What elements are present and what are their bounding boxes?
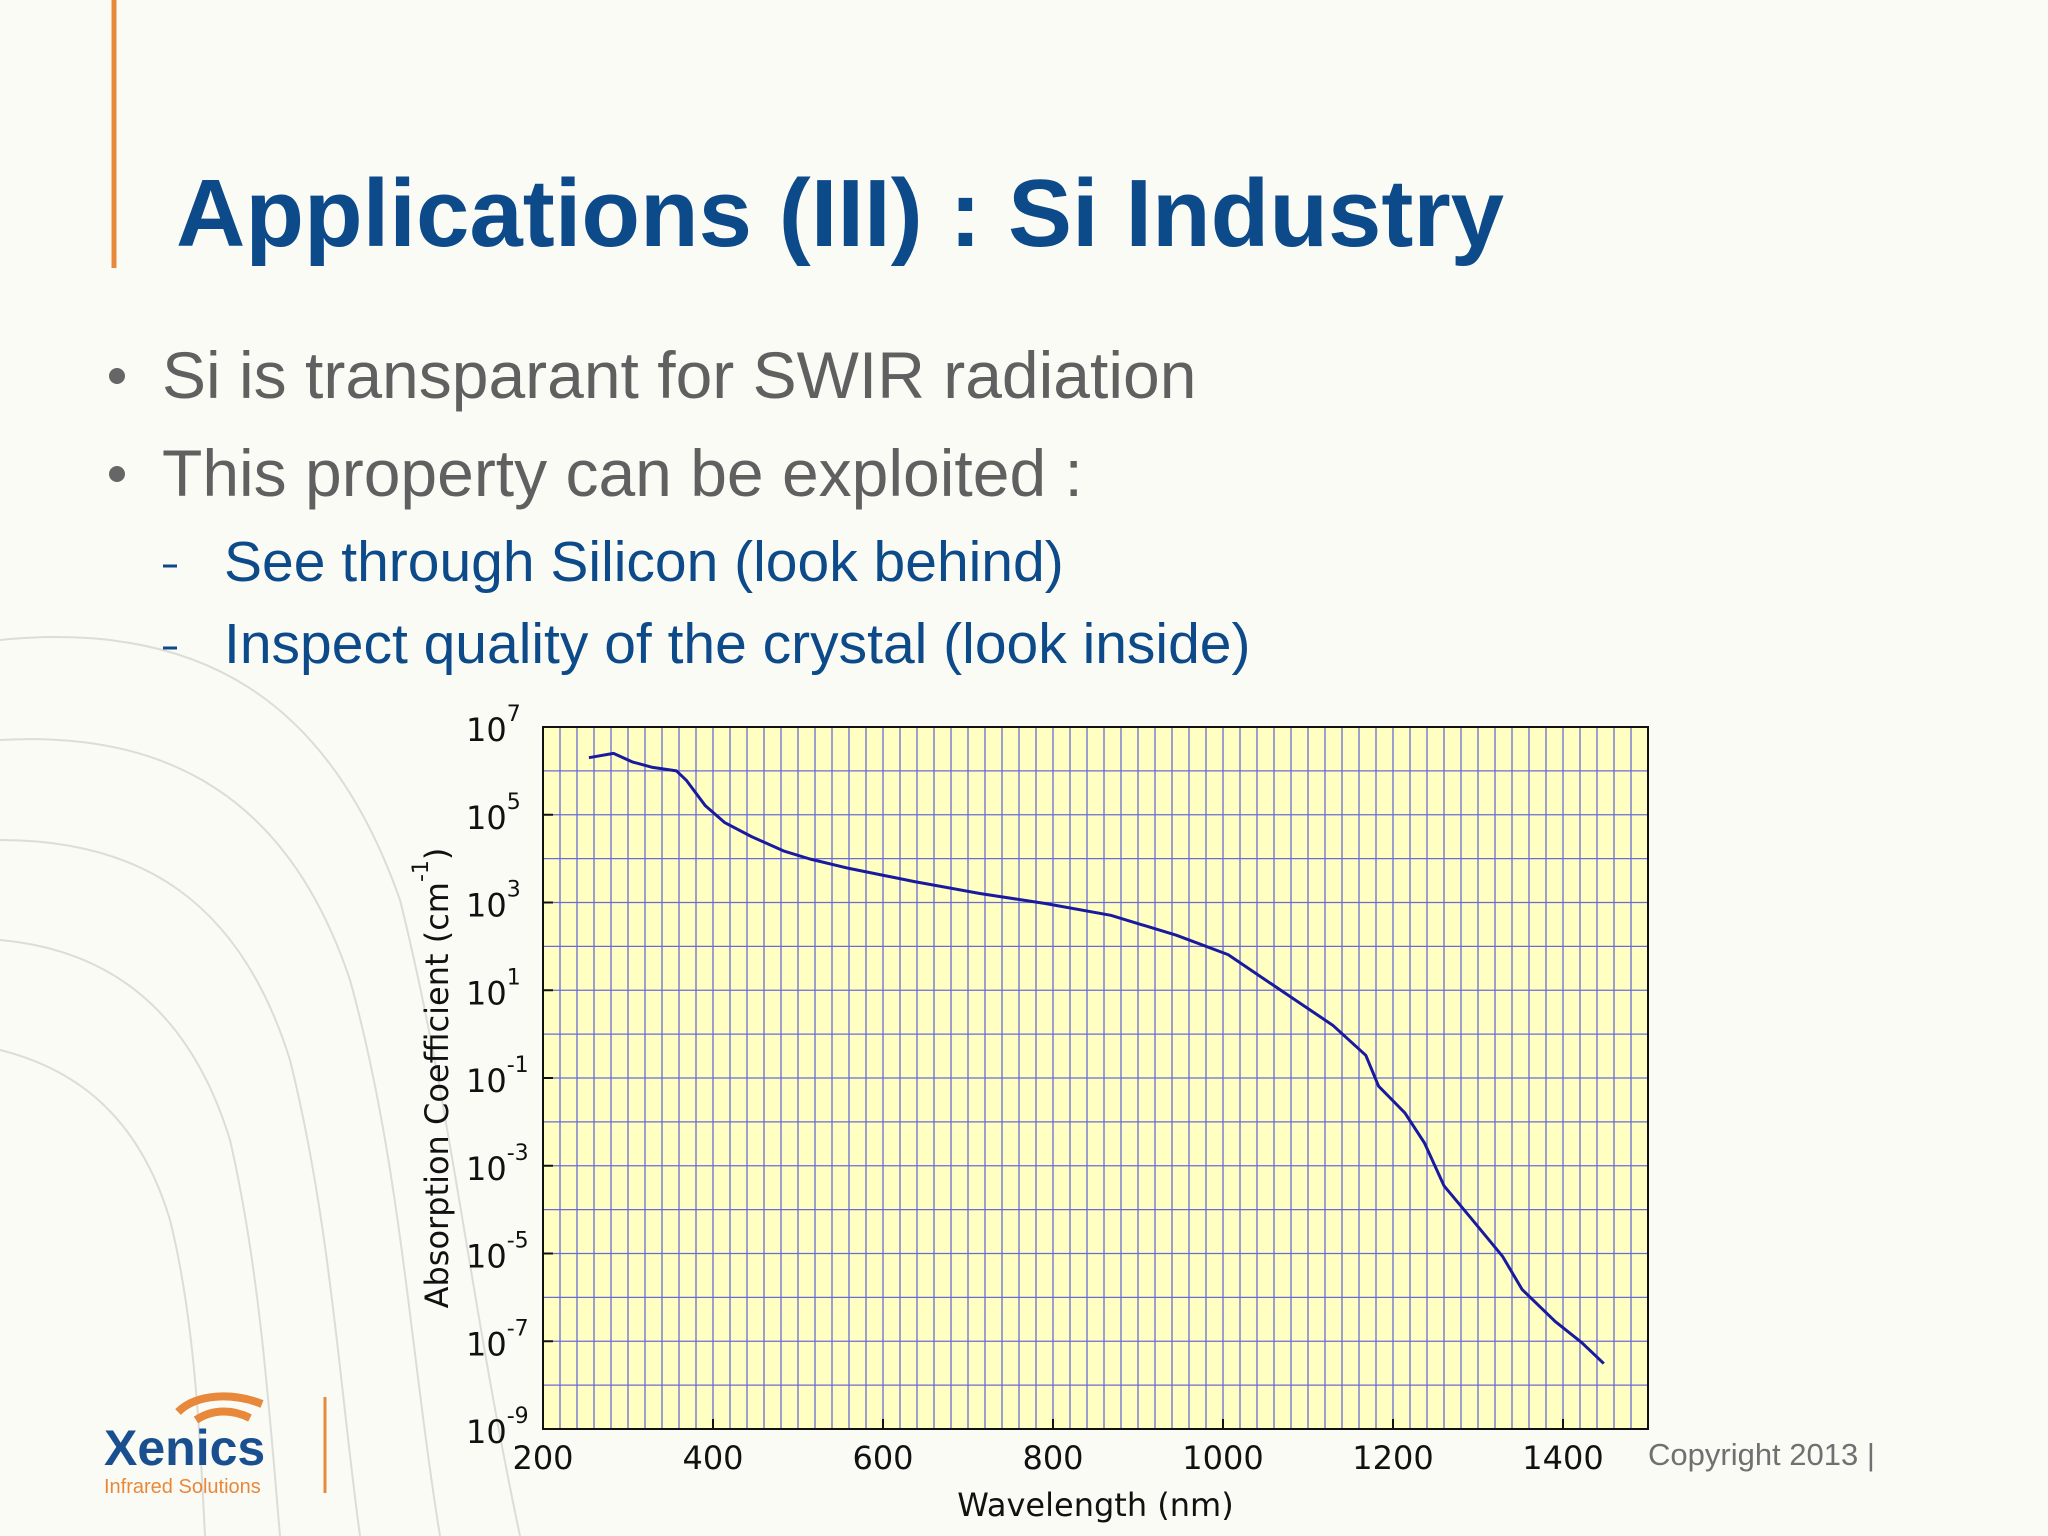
y-tick-base: 10 <box>466 799 507 837</box>
bullet-dot <box>109 368 125 384</box>
background-contours <box>0 636 521 1536</box>
chart: 200 400 600 800 1000 1200 140010-910-710-510-3… <box>409 702 1649 1524</box>
copyright: Copyright 2013 | <box>1648 1437 1875 1472</box>
y-tick-label: 103 <box>466 878 521 925</box>
y-tick-exponent: 1 <box>507 965 521 990</box>
slide-title: Applications (III) : Si Industry <box>176 160 1504 267</box>
y-tick-base: 10 <box>466 1413 507 1451</box>
y-tick-base: 10 <box>466 1325 507 1363</box>
y-tick-exponent: -5 <box>507 1229 529 1254</box>
logo-tagline: Infrared Solutions <box>104 1476 261 1498</box>
logo-name: Xenics <box>104 1420 265 1476</box>
y-tick-label: 10-1 <box>466 1053 529 1100</box>
y-axis-label-end: ) <box>418 848 456 860</box>
bullet-text: Si is transparant for SWIR radiation <box>162 338 1196 412</box>
y-tick-label: 10-5 <box>466 1229 529 1276</box>
x-tick-label: 1200 <box>1352 1439 1433 1477</box>
y-tick-base: 10 <box>466 711 507 749</box>
y-tick-label: 101 <box>466 965 521 1012</box>
x-tick-label: 200 <box>512 1439 573 1477</box>
logo-swoosh <box>175 1392 264 1424</box>
y-tick-exponent: 5 <box>507 790 521 815</box>
y-tick-base: 10 <box>466 1062 507 1100</box>
y-tick-exponent: -3 <box>507 1141 529 1166</box>
y-tick-exponent: -9 <box>507 1404 529 1429</box>
x-tick-label: 400 <box>682 1439 743 1477</box>
x-tick-label: 1000 <box>1182 1439 1263 1477</box>
y-tick-label: 107 <box>466 702 521 749</box>
y-tick-base: 10 <box>466 887 507 925</box>
data-line <box>588 751 1605 1365</box>
y-tick-exponent: -1 <box>507 1053 529 1078</box>
y-tick-label: 10-7 <box>466 1316 529 1363</box>
y-tick-exponent: -7 <box>507 1316 529 1341</box>
y-axis-label-sup: -1 <box>409 860 434 882</box>
y-axis-label: Absorption Coefficient (cm-1) <box>409 848 456 1309</box>
y-tick-base: 10 <box>466 1150 507 1188</box>
y-tick-label: 10-9 <box>466 1404 529 1451</box>
y-tick-label: 105 <box>466 790 521 837</box>
bullet-text: This property can be exploited : <box>162 436 1083 510</box>
x-tick-label: 1400 <box>1522 1439 1603 1477</box>
sub-bullet-text: Inspect quality of the crystal (look ins… <box>224 612 1250 676</box>
y-tick-base: 10 <box>466 1238 507 1276</box>
y-tick-exponent: 7 <box>507 702 521 727</box>
x-tick-label: 800 <box>1022 1439 1083 1477</box>
y-axis-label-text: Absorption Coefficient (cm <box>418 882 456 1308</box>
y-tick-label: 10-3 <box>466 1141 529 1188</box>
x-tick-label: 600 <box>852 1439 913 1477</box>
y-tick-base: 10 <box>466 974 507 1012</box>
x-axis-label: Wavelength (nm) <box>957 1486 1233 1524</box>
y-tick-exponent: 3 <box>507 878 521 903</box>
bullet-dot <box>109 466 125 482</box>
sub-bullet-text: See through Silicon (look behind) <box>224 530 1064 594</box>
